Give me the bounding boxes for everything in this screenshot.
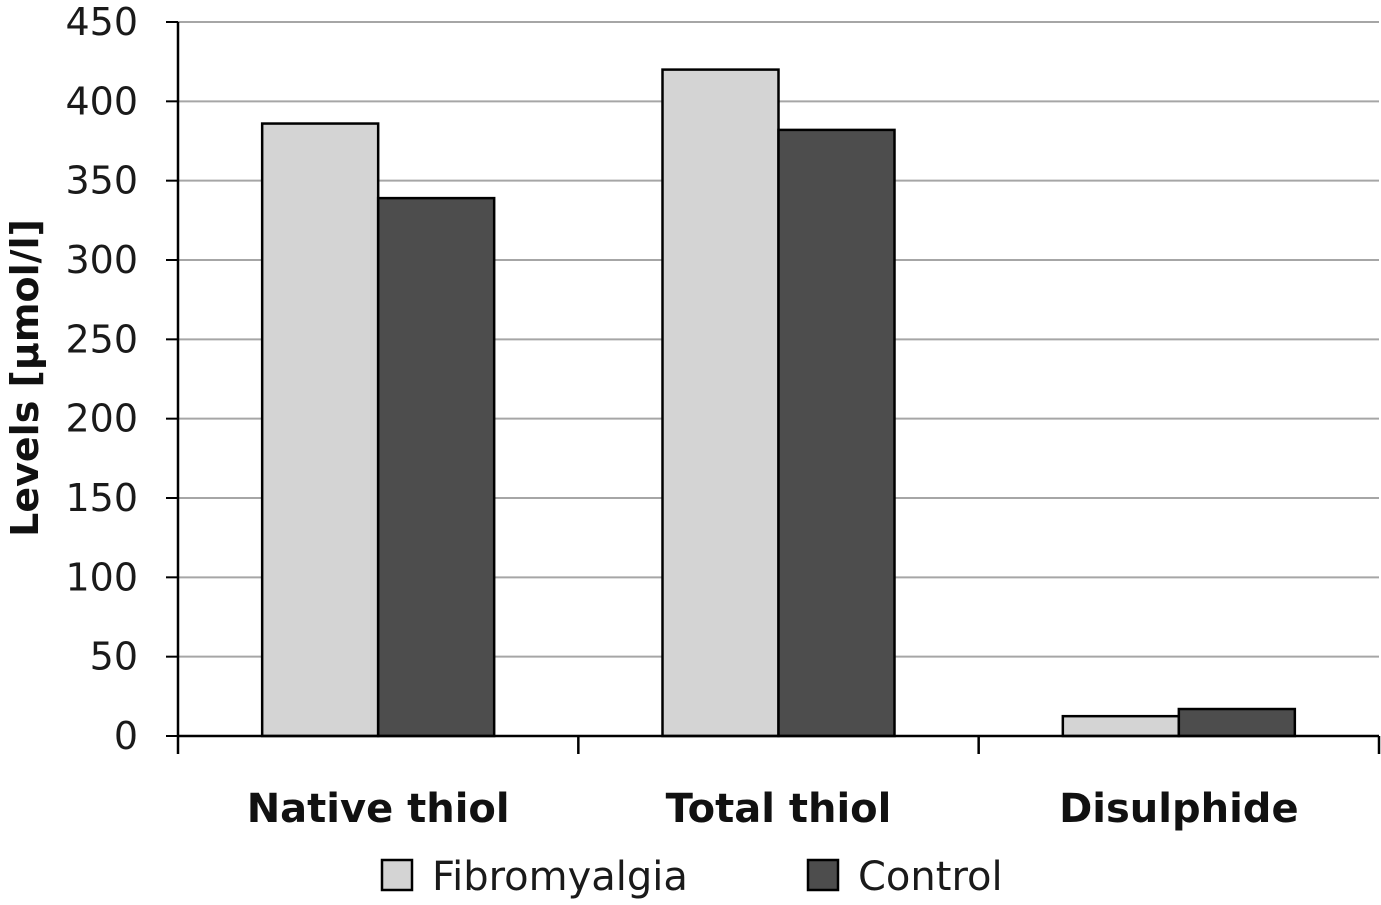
y-tick-label: 350 — [65, 159, 138, 203]
axes — [166, 21, 1381, 754]
bar-fibromyalgia-native-thiol — [260, 122, 380, 738]
bar-control-native-thiol — [376, 196, 496, 738]
bar-control-total-thiol — [777, 128, 896, 738]
y-axis-title: Levels [µmol/l] — [3, 219, 47, 537]
y-tick-label: 250 — [65, 317, 138, 361]
legend-swatch-fibromyalgia — [380, 858, 414, 892]
bar-control-disulphide — [1177, 707, 1297, 738]
y-tick-label: 100 — [65, 555, 138, 599]
y-tick-label: 0 — [114, 714, 138, 758]
y-tick-label: 450 — [65, 0, 138, 44]
y-tick-label: 400 — [65, 79, 138, 123]
bar-fibromyalgia-disulphide — [1061, 714, 1181, 738]
category-label: Disulphide — [1059, 786, 1299, 832]
bar-fibromyalgia-total-thiol — [661, 68, 780, 738]
legend-swatch-control — [806, 858, 840, 892]
legend: Fibromyalgia Control — [380, 854, 1003, 900]
category-label: Native thiol — [247, 786, 510, 832]
y-tick-label: 200 — [65, 397, 138, 441]
y-tick-label: 300 — [65, 238, 138, 282]
legend-label-control: Control — [858, 854, 1003, 900]
y-tick-label: 50 — [90, 635, 138, 679]
y-tick-labels: 0 50 100 150 200 250 300 350 400 450 — [65, 0, 138, 758]
legend-label-fibromyalgia: Fibromyalgia — [432, 854, 688, 900]
category-label: Total thiol — [666, 786, 892, 832]
y-tick-label: 150 — [65, 476, 138, 520]
bars — [260, 68, 1297, 738]
category-labels: Native thiol Total thiol Disulphide — [247, 786, 1299, 832]
